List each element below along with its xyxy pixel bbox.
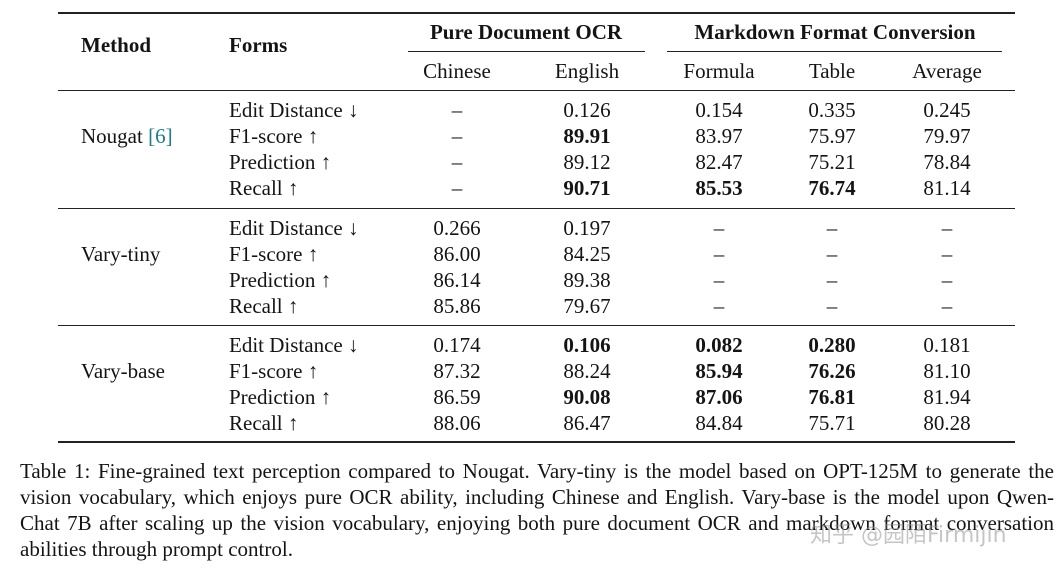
table-cell: –: [941, 294, 953, 318]
method-label: Vary-tiny: [81, 242, 161, 266]
table-cell: –: [713, 242, 725, 266]
metric-label: Edit Distance ↓: [229, 98, 359, 122]
table-cell: 86.47: [563, 411, 611, 435]
subheader-average: Average: [912, 59, 982, 83]
results-table: Method Forms Pure Document OCR Markdown …: [58, 12, 1015, 443]
header-method: Method: [81, 33, 151, 57]
table-cell: 85.94: [695, 359, 743, 383]
table-cell: 82.47: [695, 150, 743, 174]
table-cell: –: [941, 268, 953, 292]
table-cell: –: [451, 176, 463, 200]
table-cell: 75.21: [808, 150, 856, 174]
table-cell: –: [451, 150, 463, 174]
metric-label: Edit Distance ↓: [229, 216, 359, 240]
method-name: Nougat [6]: [81, 123, 173, 149]
header-markdown-format-conversion: Markdown Format Conversion: [694, 20, 976, 44]
table-cell: 0.154: [695, 98, 743, 122]
table-cell: 87.32: [433, 359, 481, 383]
method-label: Nougat: [81, 124, 143, 148]
table-cell: –: [451, 98, 463, 122]
table-cell: –: [826, 216, 838, 240]
method-name: Vary-base: [81, 358, 165, 384]
metric-label: Recall ↑: [229, 411, 299, 435]
table-cell: 88.06: [433, 411, 481, 435]
metric-label: Prediction ↑: [229, 150, 332, 174]
table-cell: 85.53: [695, 176, 743, 200]
group-rule-ocr: [408, 51, 645, 52]
table-cell: 85.86: [433, 294, 481, 318]
table-cell: 0.266: [433, 216, 481, 240]
table-cell: 89.38: [563, 268, 611, 292]
table-cell: 81.10: [923, 359, 971, 383]
table-cell: –: [941, 216, 953, 240]
table-cell: 86.59: [433, 385, 481, 409]
table-cell: 81.94: [923, 385, 971, 409]
table-cell: 88.24: [563, 359, 611, 383]
table-cell: 0.181: [923, 333, 971, 357]
group-rule-markdown: [667, 51, 1002, 52]
subheader-formula: Formula: [683, 59, 755, 83]
metric-label: F1-score ↑: [229, 359, 319, 383]
table-cell: 0.280: [808, 333, 856, 357]
metric-label: Recall ↑: [229, 176, 299, 200]
subheader-english: English: [554, 59, 620, 83]
table-cell: –: [826, 294, 838, 318]
table-cell: 75.97: [808, 124, 856, 148]
table-cell: 0.126: [563, 98, 611, 122]
metric-label: Recall ↑: [229, 294, 299, 318]
metric-label: Prediction ↑: [229, 268, 332, 292]
method-name: Vary-tiny: [81, 241, 160, 267]
table-cell: 90.08: [563, 385, 611, 409]
table-cell: 90.71: [563, 176, 611, 200]
metric-label: Prediction ↑: [229, 385, 332, 409]
table-cell: 87.06: [695, 385, 743, 409]
method-label: Vary-base: [81, 359, 165, 383]
table-cell: 0.082: [695, 333, 743, 357]
table-cell: 0.197: [563, 216, 611, 240]
group-separator-1: [58, 208, 1015, 209]
table-cell: 84.25: [563, 242, 611, 266]
table-cell: –: [826, 268, 838, 292]
table-cell: –: [713, 216, 725, 240]
table-cell: 78.84: [923, 150, 971, 174]
table-cell: 84.84: [695, 411, 743, 435]
subheader-chinese: Chinese: [423, 59, 491, 83]
table-caption: Table 1: Fine-grained text perception co…: [20, 459, 1054, 561]
table-cell: –: [713, 268, 725, 292]
table-cell: 0.245: [923, 98, 971, 122]
bottom-rule: [58, 441, 1015, 443]
header-rule: [58, 90, 1015, 91]
table-cell: 0.106: [563, 333, 611, 357]
table-cell: 79.67: [563, 294, 611, 318]
table-cell: 80.28: [923, 411, 971, 435]
header-forms: Forms: [229, 33, 288, 57]
table-cell: –: [451, 124, 463, 148]
table-cell: –: [713, 294, 725, 318]
header-pure-document-ocr: Pure Document OCR: [429, 20, 623, 44]
metric-label: F1-score ↑: [229, 124, 319, 148]
table-cell: 81.14: [923, 176, 971, 200]
table-cell: –: [941, 242, 953, 266]
table-cell: 0.335: [808, 98, 856, 122]
table-cell: 79.97: [923, 124, 971, 148]
subheader-table: Table: [808, 59, 856, 83]
table-cell: 89.12: [563, 150, 611, 174]
table-cell: 76.81: [808, 385, 856, 409]
table-cell: 89.91: [563, 124, 611, 148]
top-rule: [58, 12, 1015, 14]
table-cell: –: [826, 242, 838, 266]
metric-label: F1-score ↑: [229, 242, 319, 266]
table-cell: 75.71: [808, 411, 856, 435]
metric-label: Edit Distance ↓: [229, 333, 359, 357]
table-cell: 0.174: [433, 333, 481, 357]
table-cell: 86.14: [433, 268, 481, 292]
citation-link[interactable]: [6]: [148, 124, 173, 148]
table-cell: 83.97: [695, 124, 743, 148]
table-cell: 76.74: [808, 176, 856, 200]
group-separator-2: [58, 325, 1015, 326]
table-cell: 86.00: [433, 242, 481, 266]
table-cell: 76.26: [808, 359, 856, 383]
